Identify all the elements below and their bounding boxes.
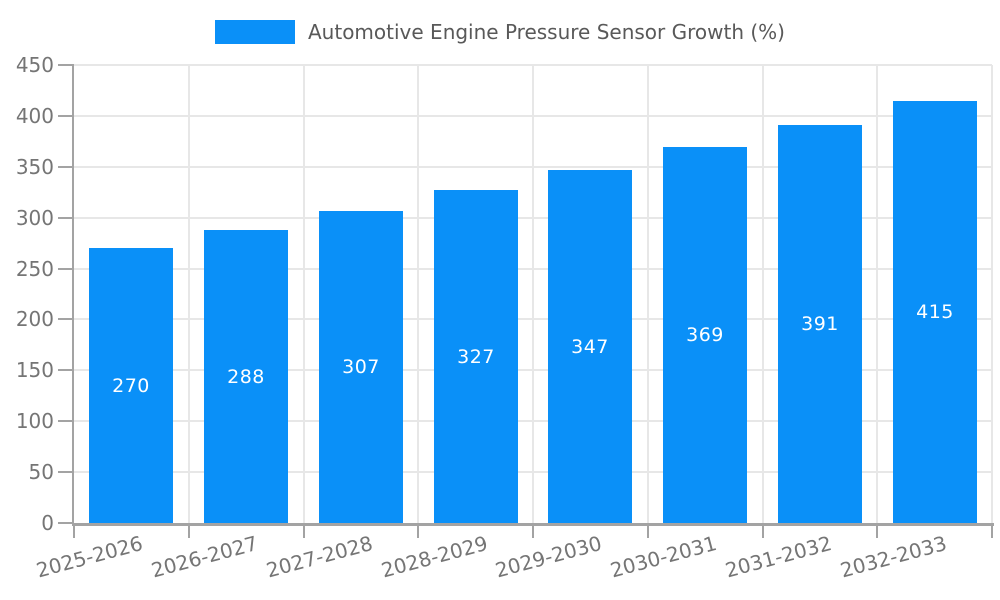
bar-value-label: 270 [112, 374, 150, 397]
y-tick-label: 450 [15, 53, 54, 77]
x-axis-tick [991, 524, 993, 538]
bar-value-label: 288 [227, 365, 265, 388]
bar: 391 [778, 125, 862, 523]
y-axis-tick [58, 318, 74, 320]
x-axis-tick [532, 524, 534, 538]
gridline-vertical [417, 65, 419, 523]
bar-value-label: 391 [801, 313, 839, 335]
y-axis-tick [58, 369, 74, 371]
y-tick-label: 300 [15, 206, 54, 230]
gridline-vertical [991, 65, 993, 523]
x-tick-label: 2030-2031 [607, 531, 720, 583]
gridline-vertical [188, 65, 190, 523]
bar: 327 [434, 190, 518, 523]
bar-value-label: 415 [916, 301, 954, 323]
legend-swatch [215, 20, 295, 44]
bar-value-label: 369 [686, 324, 724, 346]
x-axis-tick [647, 524, 649, 538]
y-axis-tick [58, 166, 74, 168]
gridline-vertical [762, 65, 764, 523]
x-axis-tick [762, 524, 764, 538]
bar: 369 [663, 147, 747, 523]
bar: 270 [89, 248, 173, 523]
x-axis-tick [876, 524, 878, 538]
bar-value-label: 327 [457, 345, 495, 368]
y-tick-label: 50 [28, 460, 54, 484]
bar: 307 [319, 211, 403, 523]
bar: 415 [893, 101, 977, 523]
x-tick-label: 2026-2027 [148, 531, 261, 583]
x-axis-tick [188, 524, 190, 538]
gridline-vertical [303, 65, 305, 523]
y-axis-tick [58, 115, 74, 117]
y-tick-label: 250 [15, 257, 54, 281]
y-tick-label: 200 [15, 307, 54, 331]
y-tick-label: 0 [41, 511, 54, 535]
y-axis-line [72, 65, 74, 524]
y-axis-tick [58, 268, 74, 270]
gridline-vertical [532, 65, 534, 523]
x-tick-label: 2031-2032 [722, 531, 835, 583]
bar: 347 [548, 170, 632, 523]
x-axis-tick [417, 524, 419, 538]
bar-value-label: 307 [342, 356, 380, 378]
y-tick-label: 400 [15, 104, 54, 128]
bar-value-label: 347 [571, 335, 609, 358]
x-axis-tick [303, 524, 305, 538]
legend-label: Automotive Engine Pressure Sensor Growth… [308, 20, 785, 44]
x-axis-line [72, 523, 994, 526]
gridline-vertical [647, 65, 649, 523]
gridline-vertical [876, 65, 878, 523]
x-tick-label: 2032-2033 [837, 531, 950, 583]
chart-legend: Automotive Engine Pressure Sensor Growth… [0, 20, 1000, 44]
x-tick-label: 2025-2026 [33, 531, 146, 583]
bar: 288 [204, 230, 288, 523]
x-tick-label: 2029-2030 [492, 531, 605, 583]
y-axis-tick [58, 522, 74, 524]
y-axis-tick [58, 471, 74, 473]
y-axis-tick [58, 217, 74, 219]
y-axis-tick [58, 64, 74, 66]
y-tick-label: 100 [15, 409, 54, 433]
x-axis-tick [73, 524, 75, 538]
y-tick-label: 350 [15, 155, 54, 179]
x-tick-label: 2027-2028 [263, 531, 376, 583]
y-axis-tick [58, 420, 74, 422]
y-tick-label: 150 [15, 358, 54, 382]
x-tick-label: 2028-2029 [378, 531, 491, 583]
